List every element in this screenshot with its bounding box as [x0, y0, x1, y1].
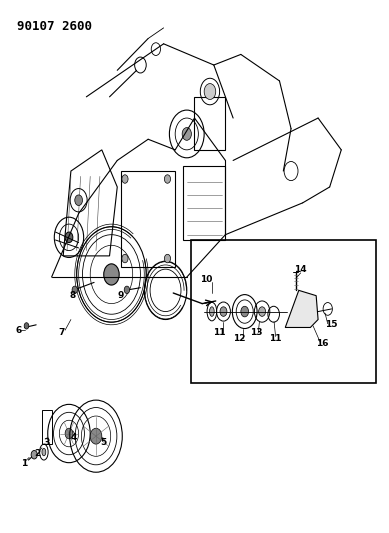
Circle shape — [24, 322, 29, 329]
Text: 10: 10 — [200, 275, 212, 284]
Polygon shape — [285, 290, 318, 327]
Bar — [194, 97, 225, 150]
Text: 9: 9 — [118, 291, 124, 300]
Circle shape — [220, 307, 227, 317]
Circle shape — [124, 286, 130, 294]
Circle shape — [259, 307, 266, 317]
Text: 11: 11 — [213, 328, 226, 337]
Text: 7: 7 — [58, 328, 65, 337]
Text: 12: 12 — [233, 334, 245, 343]
Circle shape — [75, 195, 82, 206]
Circle shape — [72, 286, 77, 294]
Bar — [121, 171, 175, 266]
Circle shape — [241, 306, 249, 317]
Circle shape — [31, 450, 37, 459]
Text: 1: 1 — [21, 459, 27, 469]
Circle shape — [104, 264, 119, 285]
Circle shape — [165, 175, 170, 183]
Text: 14: 14 — [294, 265, 307, 273]
Circle shape — [65, 428, 73, 439]
Text: 6: 6 — [16, 326, 22, 335]
Bar — [42, 410, 52, 444]
Text: 3: 3 — [44, 438, 50, 447]
Circle shape — [122, 254, 128, 263]
Text: 11: 11 — [269, 334, 282, 343]
Text: 5: 5 — [101, 438, 107, 447]
Text: 15: 15 — [325, 320, 338, 329]
Ellipse shape — [42, 448, 46, 456]
Text: 8: 8 — [70, 291, 76, 300]
Bar — [191, 240, 376, 383]
Circle shape — [122, 175, 128, 183]
Bar — [183, 166, 225, 240]
Ellipse shape — [210, 307, 214, 317]
Text: 2: 2 — [34, 449, 40, 458]
Circle shape — [90, 428, 102, 444]
Circle shape — [182, 127, 191, 140]
Text: 16: 16 — [316, 339, 328, 348]
Text: 13: 13 — [250, 328, 263, 337]
Circle shape — [204, 84, 216, 100]
Text: 4: 4 — [71, 433, 77, 442]
Text: 90107 2600: 90107 2600 — [17, 20, 92, 33]
Circle shape — [65, 232, 73, 243]
Circle shape — [165, 254, 170, 263]
